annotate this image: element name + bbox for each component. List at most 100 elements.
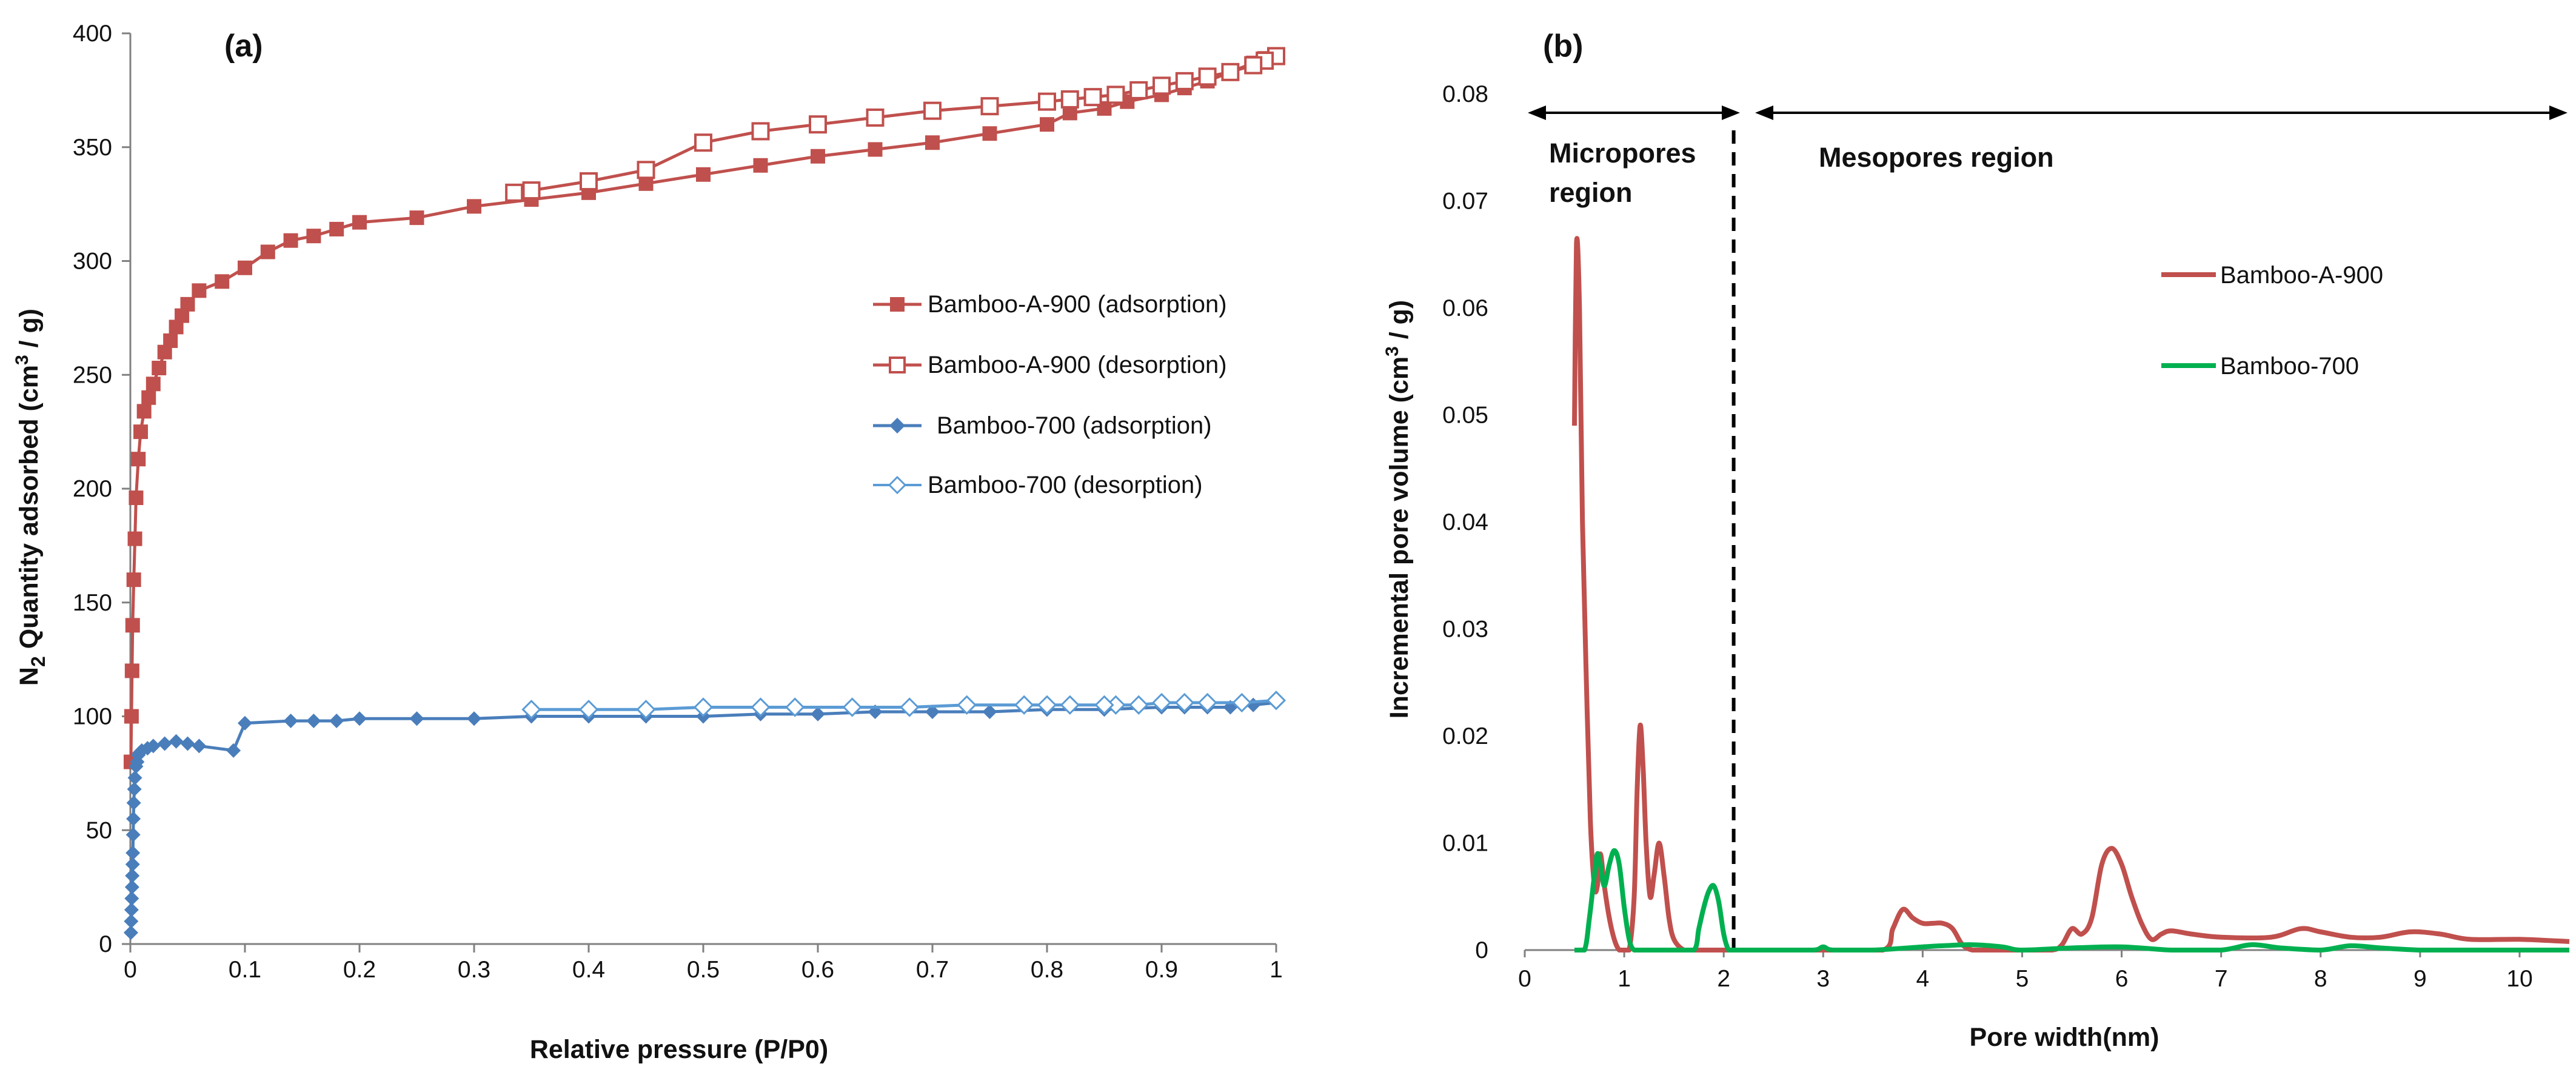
legend-label: Bamboo-700 — [2220, 353, 2359, 380]
data-point — [306, 229, 321, 244]
data-point — [1129, 695, 1149, 715]
data-point — [329, 714, 344, 729]
legend-item-a900-adsorption: Bamboo-A-900 (adsorption) — [873, 291, 1227, 318]
data-point — [1060, 695, 1080, 715]
data-point — [1106, 85, 1125, 104]
series-bamboo-a-900-adsorption — [123, 49, 1283, 769]
data-point — [785, 697, 805, 717]
legend-label: Bamboo-A-900 (adsorption) — [928, 291, 1227, 318]
data-point — [329, 221, 344, 236]
data-point — [1175, 72, 1194, 90]
data-point — [505, 183, 524, 202]
legend-label: Bamboo-700 (desorption) — [928, 472, 1203, 498]
x-tick-label: 9 — [2414, 966, 2427, 992]
data-point — [141, 390, 156, 405]
x-tick-label: 5 — [2016, 966, 2029, 992]
mesopores-arrow — [1755, 105, 2568, 120]
legend-item-bamboo-a-900: Bamboo-A-900 — [2161, 262, 2383, 289]
data-point — [980, 97, 999, 116]
data-point — [1198, 67, 1217, 86]
data-point — [693, 697, 714, 717]
series-line-bamboo-700 — [1574, 848, 2569, 953]
panel-a-axes: 0 50 100 150 200 250 300 350 400 0 0.1 0.2 0.3 0.4 0.5… — [73, 21, 1283, 983]
x-tick-label: 0.4 — [572, 957, 605, 983]
data-point — [1014, 695, 1034, 715]
y-tick-label: 0.02 — [1442, 723, 1488, 749]
data-point — [127, 770, 142, 785]
y-tick-label: 200 — [73, 476, 112, 502]
micropores-arrow — [1528, 105, 1740, 120]
panel-a-label: (a) — [224, 28, 263, 64]
data-point — [522, 181, 541, 200]
data-point — [1037, 695, 1057, 715]
data-point — [215, 274, 230, 289]
data-point — [1094, 695, 1114, 715]
y-tick-label: 0.06 — [1442, 295, 1488, 321]
legend-marker-diamond-filled — [889, 418, 905, 434]
data-point — [127, 782, 142, 797]
y-tick-label: 350 — [73, 135, 112, 161]
y-tick-label: 0 — [99, 931, 112, 957]
x-tick-label: 4 — [1916, 966, 1930, 992]
data-point — [811, 706, 825, 721]
panel-b-legend: Bamboo-A-900 Bamboo-700 — [2161, 262, 2383, 380]
panel-a-legend: Bamboo-A-900 (adsorption) Bamboo-A-900 (… — [873, 291, 1227, 498]
y-tick-label: 0.07 — [1442, 189, 1488, 215]
y-tick-label: 300 — [73, 249, 112, 275]
data-point — [1151, 692, 1172, 713]
data-point — [809, 115, 827, 134]
data-point — [751, 122, 770, 141]
y-tick-label: 0 — [1475, 937, 1488, 963]
micropores-label-line1: Micropores — [1549, 138, 1696, 169]
data-point — [578, 700, 599, 720]
data-point — [409, 210, 424, 226]
data-point — [352, 215, 367, 230]
data-point — [467, 199, 481, 214]
data-point — [124, 902, 139, 917]
panel-a-x-axis-label: Relative pressure (P/P0) — [530, 1035, 828, 1064]
data-point — [1060, 90, 1079, 109]
data-point — [900, 697, 920, 717]
data-point — [125, 827, 141, 842]
data-point — [409, 711, 424, 726]
data-point — [157, 736, 172, 751]
legend-label: Bamboo-A-900 — [2220, 262, 2383, 289]
chart-panel-a: 0 50 100 150 200 250 300 350 400 0 0.1 0.2 0.3 0.4 0.5… — [12, 21, 1286, 1064]
data-point — [925, 135, 940, 150]
data-point — [866, 108, 885, 127]
panel-b-y-axis-label: Incremental pore volume (cm3 / g) — [1382, 300, 1414, 719]
data-point — [1038, 92, 1056, 111]
x-tick-label: 1 — [1618, 966, 1631, 992]
x-tick-label: 0.6 — [801, 957, 834, 983]
panel-b-series — [1572, 236, 2570, 953]
data-point — [125, 868, 140, 883]
x-tick-label: 1 — [1270, 957, 1283, 983]
data-point — [982, 704, 997, 719]
legend-marker-square-filled — [890, 297, 905, 312]
data-point — [868, 142, 883, 157]
data-point — [1221, 62, 1240, 81]
y-tick-label: 0.04 — [1442, 509, 1488, 535]
data-point — [125, 618, 140, 633]
data-point — [136, 404, 152, 419]
y-tick-label: 250 — [73, 362, 112, 388]
data-point — [694, 133, 712, 152]
data-point — [123, 925, 138, 940]
legend-label: Bamboo-700 (adsorption) — [937, 412, 1212, 439]
legend-item-b700-adsorption: Bamboo-700 (adsorption) — [873, 412, 1212, 439]
data-point — [192, 738, 207, 754]
x-tick-label: 0 — [1518, 966, 1531, 992]
data-point — [126, 572, 141, 588]
data-point — [127, 531, 142, 546]
panel-a-y-axis-label: N2 Quantity adsorbed (cm3 / g) — [12, 309, 49, 686]
data-point — [1129, 81, 1148, 99]
micropores-label-line2: region — [1549, 177, 1633, 208]
data-point — [260, 244, 275, 259]
data-point — [283, 714, 298, 729]
data-point — [238, 715, 252, 731]
x-tick-label: 0.1 — [229, 957, 261, 983]
legend-label: Bamboo-A-900 (desorption) — [928, 352, 1227, 378]
data-point — [753, 158, 768, 173]
legend-marker-square-open — [889, 357, 906, 373]
